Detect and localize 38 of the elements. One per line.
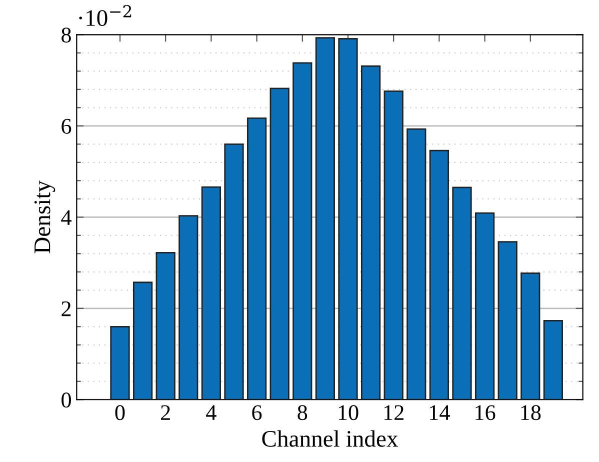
- bar: [520, 272, 540, 400]
- bar: [498, 241, 518, 400]
- bar: [201, 186, 222, 400]
- x-tick-label: 6: [252, 405, 262, 420]
- y-tick-label: 2: [62, 301, 71, 316]
- x-tick-label: 8: [298, 405, 308, 420]
- x-tick-label: 10: [338, 405, 358, 420]
- bar: [110, 326, 130, 400]
- x-tick-label: 0: [115, 405, 125, 420]
- y-tick-label: 6: [62, 118, 72, 134]
- x-tick-label: 4: [206, 405, 216, 420]
- bar: [360, 65, 381, 400]
- bar: [270, 88, 290, 400]
- y-axis-title: Density: [34, 180, 56, 254]
- bar: [452, 186, 472, 400]
- bar: [384, 90, 404, 400]
- x-tick-label: 2: [161, 405, 170, 420]
- x-tick-label: 18: [521, 405, 541, 420]
- bar: [474, 212, 495, 400]
- bar: [406, 128, 426, 400]
- text: ·10$^{−2}$: [79, 4, 132, 26]
- bar: [156, 252, 176, 400]
- bar: [338, 38, 358, 400]
- bar: [429, 150, 450, 400]
- bar: [292, 62, 312, 400]
- y-tick-label: 4: [61, 210, 72, 225]
- bar: [246, 117, 267, 400]
- bar: [315, 37, 336, 400]
- bar: [543, 320, 563, 400]
- bar: [178, 215, 198, 400]
- x-tick-label: 12: [384, 405, 404, 420]
- bar: [132, 282, 153, 400]
- x-axis-title: Channel index: [262, 430, 398, 447]
- x-tick-label: 14: [430, 405, 450, 420]
- y-tick-label: 8: [62, 28, 71, 43]
- x-tick-label: 16: [476, 405, 496, 420]
- bar: [224, 143, 244, 400]
- y-tick-label: 0: [62, 392, 71, 408]
